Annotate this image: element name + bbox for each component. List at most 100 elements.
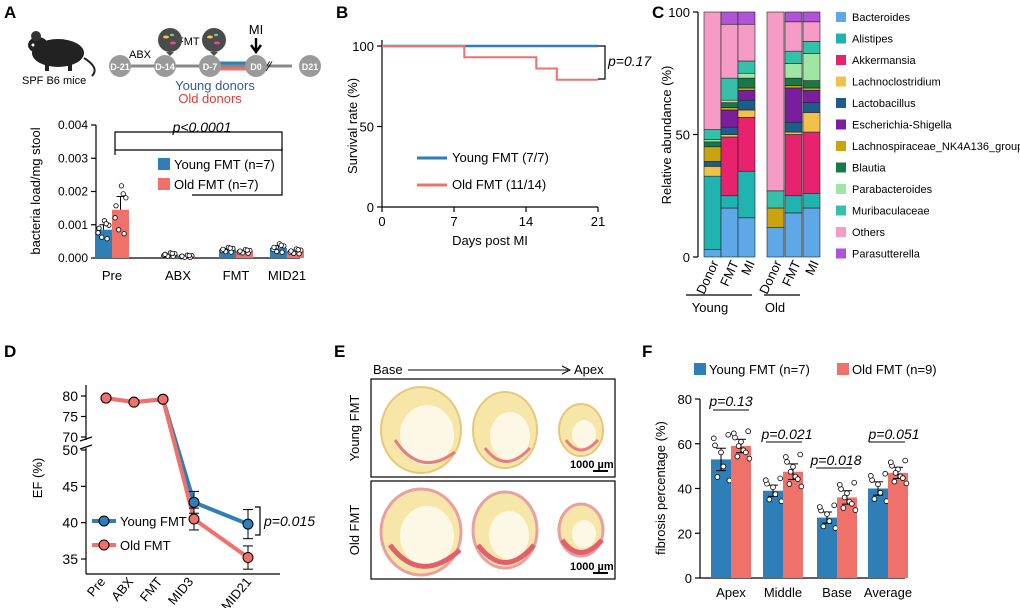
c-group-old: Old bbox=[765, 300, 785, 315]
c-legend-label: Escherichia-Shigella bbox=[852, 120, 953, 132]
c-stack-segment bbox=[703, 175, 722, 250]
c-legend-label: Blautia bbox=[852, 163, 887, 175]
f-pvalue: p=0.018 bbox=[810, 452, 862, 468]
c-legend: Bacteroides Alistipes Akkermansia Lachnoclo… bbox=[836, 12, 1020, 261]
abx-label: ABX bbox=[129, 49, 152, 61]
d-x-tick: ABX bbox=[108, 574, 136, 604]
c-legend-label: Lachnospiraceae_NK4A136_group bbox=[852, 141, 1020, 153]
a-data-point bbox=[237, 248, 243, 254]
c-stack-segment bbox=[737, 217, 756, 258]
c-stack-segment bbox=[737, 99, 756, 111]
a-bar bbox=[219, 249, 236, 258]
c-stack-segment bbox=[802, 90, 821, 103]
f-data-point bbox=[891, 478, 898, 485]
c-legend-swatch bbox=[836, 162, 846, 173]
d-x-tick: Pre bbox=[84, 574, 108, 599]
c-legend-label: Parabacteroides bbox=[852, 184, 933, 196]
c-legend-swatch bbox=[836, 184, 846, 194]
f-data-point bbox=[762, 477, 769, 483]
f-ticks: 0 20 40 60 80 bbox=[678, 392, 700, 586]
e-scale-young: 1000 µm bbox=[570, 459, 614, 471]
c-legend-label: Bacteroides bbox=[852, 12, 911, 24]
f-legend-old: Old FMT (n=9) bbox=[852, 362, 937, 377]
c-stack-segment bbox=[802, 102, 821, 113]
c-stack-segment bbox=[720, 23, 739, 79]
e-base-label: Base bbox=[373, 362, 403, 377]
d-data-point bbox=[128, 396, 140, 408]
f-data-point bbox=[824, 511, 830, 517]
d-data-point bbox=[188, 513, 200, 525]
d-x-tick: MID3 bbox=[165, 574, 196, 607]
f-data-point bbox=[738, 438, 744, 445]
panel-e-letter: E bbox=[334, 342, 345, 361]
a-x-tick: FMT bbox=[223, 268, 250, 283]
panel-e: E Base Apex Young FMT Old FMT bbox=[334, 342, 616, 580]
a-y-tick-label: 0.003 bbox=[58, 151, 88, 165]
c-stack-segment bbox=[802, 53, 821, 81]
f-data-point bbox=[899, 475, 906, 481]
c-stack-segment bbox=[720, 207, 739, 258]
c-stack-segment bbox=[784, 134, 803, 197]
c-legend-swatch bbox=[836, 227, 846, 237]
c-x-tick: FMT bbox=[717, 258, 742, 289]
c-stack-segment bbox=[720, 134, 739, 138]
c-stack-segment bbox=[703, 146, 722, 162]
b-legend-young: Young FMT (7/7) bbox=[452, 150, 549, 165]
d-legend-young: Young FMT bbox=[120, 514, 187, 529]
c-stack-segment bbox=[737, 109, 756, 118]
c-legend-swatch bbox=[836, 205, 846, 216]
a-data-point bbox=[116, 227, 122, 233]
f-data-point bbox=[875, 481, 881, 488]
bacteria-icon bbox=[202, 28, 226, 56]
e-scale-old: 1000 µm bbox=[570, 561, 614, 573]
c-stack-segment bbox=[784, 195, 803, 214]
f-data-point bbox=[734, 453, 741, 460]
f-data-point bbox=[867, 473, 874, 479]
c-legend-label: Alistipes bbox=[852, 34, 893, 46]
a-legend-young: Young FMT (n=7) bbox=[174, 157, 275, 172]
panel-f: F Young FMT (n=7) Old FMT (n=9) 0 20 40 60 8… bbox=[642, 342, 937, 600]
c-legend-swatch bbox=[836, 98, 846, 108]
panel-a: A SPF B6 mice ∕∕ D-21 D-14 D-7 D0 bbox=[4, 3, 321, 283]
c-stack-segment bbox=[802, 193, 821, 209]
e-row-young: Young FMT bbox=[347, 395, 362, 462]
a-data-point bbox=[120, 191, 126, 197]
d-bracket bbox=[255, 506, 261, 536]
f-data-point bbox=[742, 449, 749, 456]
c-stack-segment bbox=[720, 99, 739, 103]
a-legend-old: Old FMT (n=7) bbox=[174, 177, 259, 192]
a-data-point bbox=[271, 244, 277, 250]
f-data-point bbox=[882, 470, 888, 477]
a-x-tick: ABX bbox=[165, 268, 191, 283]
day-label: D21 bbox=[302, 62, 319, 72]
a-data-point bbox=[244, 247, 250, 253]
c-stack-segment bbox=[802, 131, 821, 194]
a-bracket bbox=[114, 148, 283, 155]
f-data-point bbox=[794, 476, 801, 482]
f-bar bbox=[731, 445, 751, 578]
c-legend-label: Akkermansia bbox=[852, 55, 916, 67]
a-data-point bbox=[186, 252, 192, 259]
c-stack-segment bbox=[720, 107, 739, 111]
f-bar bbox=[817, 517, 837, 578]
c-stack-segment bbox=[703, 139, 722, 143]
d-marks bbox=[100, 392, 254, 570]
f-data-point bbox=[848, 500, 855, 507]
f-data-point bbox=[831, 502, 837, 509]
f-data-point bbox=[790, 463, 796, 470]
a-y-tick-label: 0.002 bbox=[58, 185, 88, 199]
c-legend-swatch bbox=[836, 248, 846, 259]
d-data-point bbox=[157, 393, 169, 405]
b-pvalue: p=0.17 bbox=[607, 53, 652, 69]
c-legend-swatch bbox=[836, 55, 846, 65]
a-data-point bbox=[96, 225, 102, 231]
c-stack-segment bbox=[766, 207, 785, 228]
a-data-point bbox=[169, 250, 175, 257]
c-y-tick-label: 0 bbox=[683, 250, 690, 265]
a-data-point bbox=[123, 195, 129, 201]
panel-a-letter: A bbox=[4, 3, 16, 22]
c-stack-segment bbox=[720, 102, 739, 108]
f-y-axis-label: fibrosis percentage (%) bbox=[653, 421, 668, 555]
heart-section-image bbox=[471, 490, 539, 570]
